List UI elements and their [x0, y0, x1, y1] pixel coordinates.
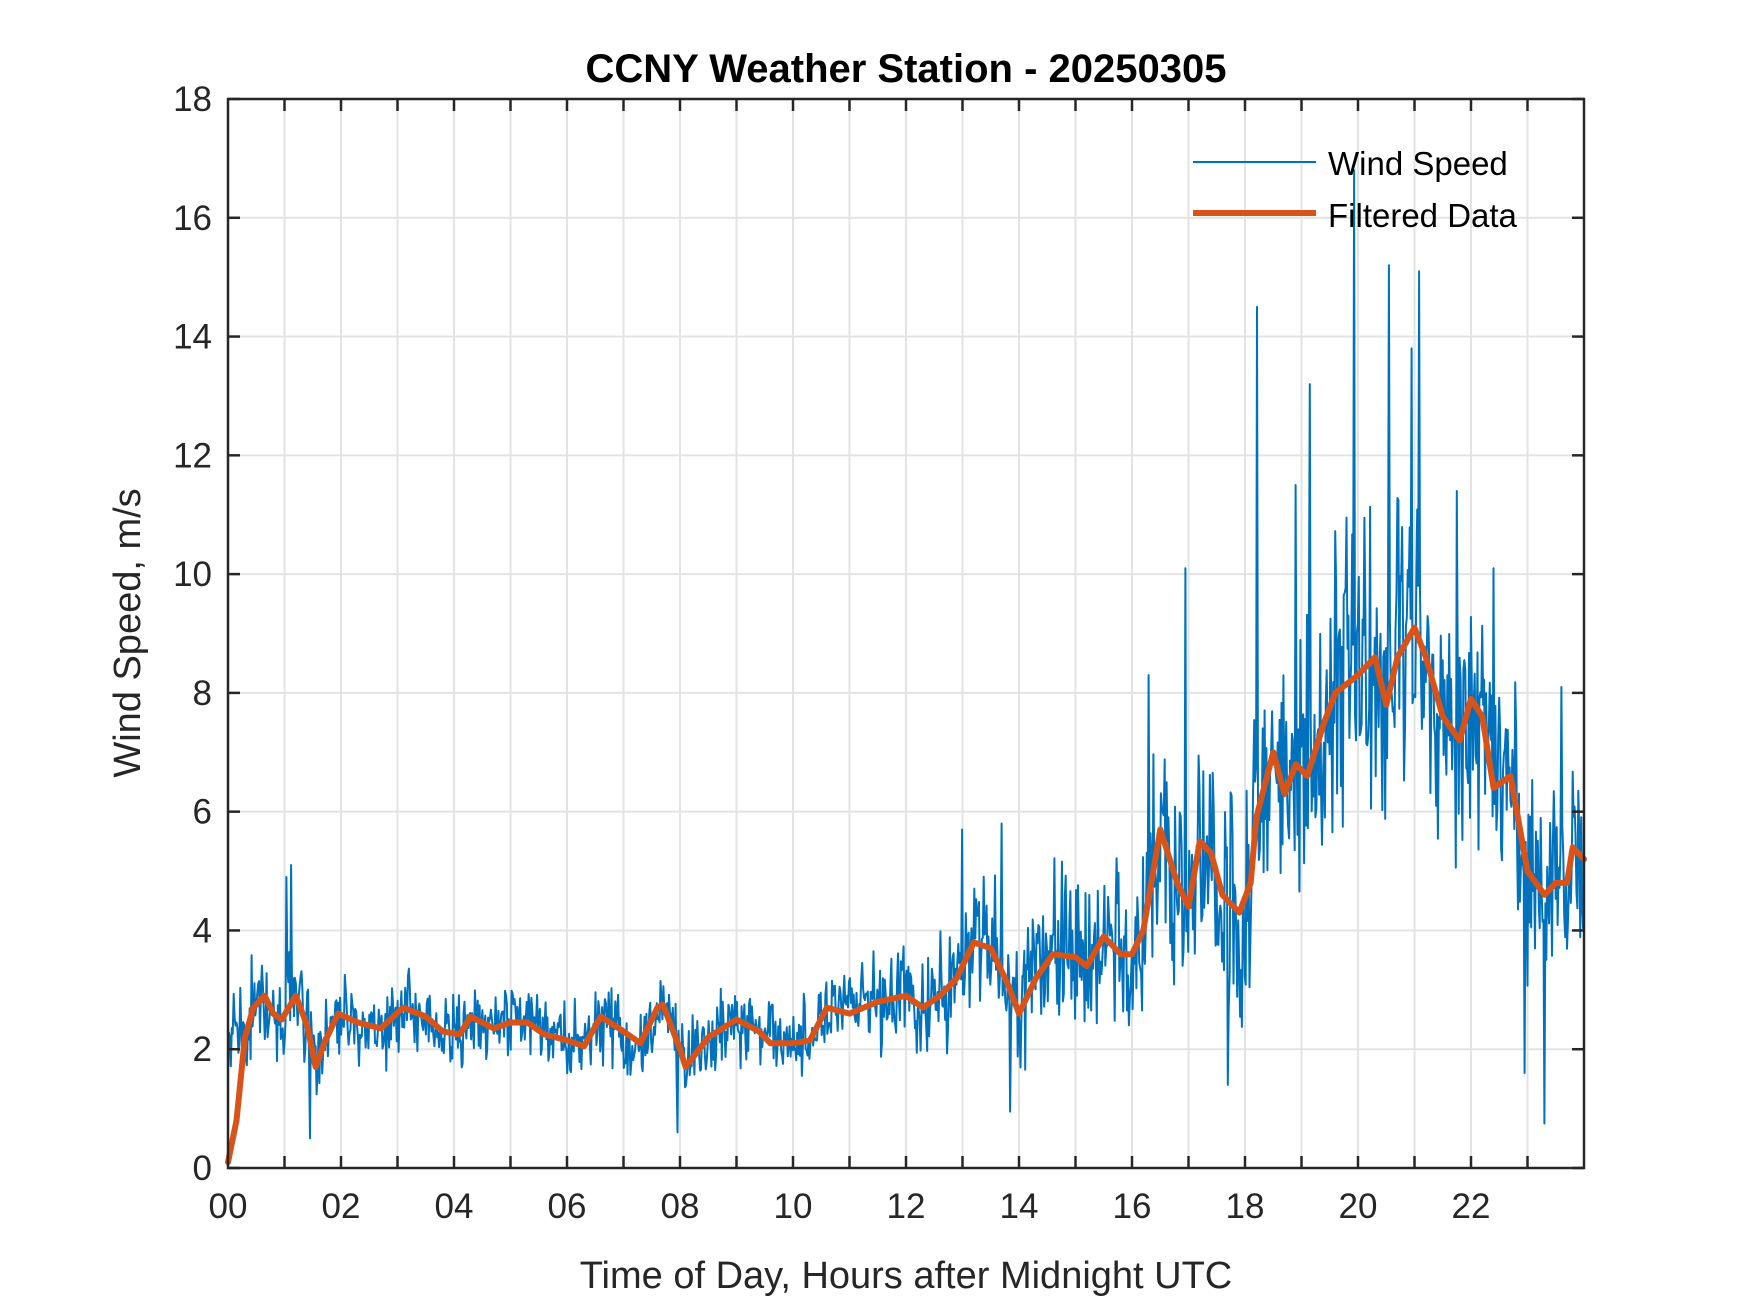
y-tick-label: 14	[173, 318, 212, 357]
x-tick-label: 22	[1452, 1187, 1491, 1226]
x-tick-label: 20	[1339, 1187, 1378, 1226]
line-wind-speed	[227, 169, 1585, 1140]
x-tick-label: 06	[548, 1187, 587, 1226]
x-tick-label: 10	[774, 1187, 813, 1226]
x-tick-label: 14	[1000, 1187, 1039, 1226]
line-filtered-data	[225, 624, 1587, 1166]
y-axis-label: Wind Speed, m/s	[107, 488, 149, 777]
x-tick-label: 08	[661, 1187, 700, 1226]
y-tick-label: 0	[193, 1149, 212, 1188]
series-wind-speed	[227, 169, 1585, 1140]
y-tick-label: 2	[193, 1030, 212, 1069]
x-tick-labels: 00 02 04 06 08 10 12 14 16 18 20 22	[209, 1187, 1491, 1226]
y-tick-label: 8	[193, 674, 212, 713]
x-tick-label: 00	[209, 1187, 248, 1226]
x-axis-label: Time of Day, Hours after Midnight UTC	[580, 1255, 1233, 1297]
chart-title: CCNY Weather Station - 20250305	[586, 47, 1227, 91]
y-tick-label: 18	[173, 80, 212, 119]
x-tick-label: 02	[322, 1187, 361, 1226]
x-tick-label: 16	[1113, 1187, 1152, 1226]
y-tick-label: 16	[173, 199, 212, 238]
x-tick-label: 12	[887, 1187, 926, 1226]
x-tick-label: 04	[435, 1187, 474, 1226]
y-tick-labels: 0 2 4 6 8 10 12 14 16 18	[173, 80, 212, 1188]
legend-label-filtered-data: Filtered Data	[1328, 197, 1518, 234]
y-tick-label: 10	[173, 555, 212, 594]
grid	[228, 99, 1584, 1168]
y-tick-label: 6	[193, 793, 212, 832]
legend-label-wind-speed: Wind Speed	[1328, 145, 1508, 182]
x-tick-label: 18	[1226, 1187, 1265, 1226]
series-filtered-data	[225, 624, 1587, 1166]
axes	[226, 97, 1586, 1170]
y-tick-label: 12	[173, 436, 212, 475]
y-tick-label: 4	[193, 911, 212, 950]
legend: Wind Speed Filtered Data	[1193, 145, 1518, 234]
